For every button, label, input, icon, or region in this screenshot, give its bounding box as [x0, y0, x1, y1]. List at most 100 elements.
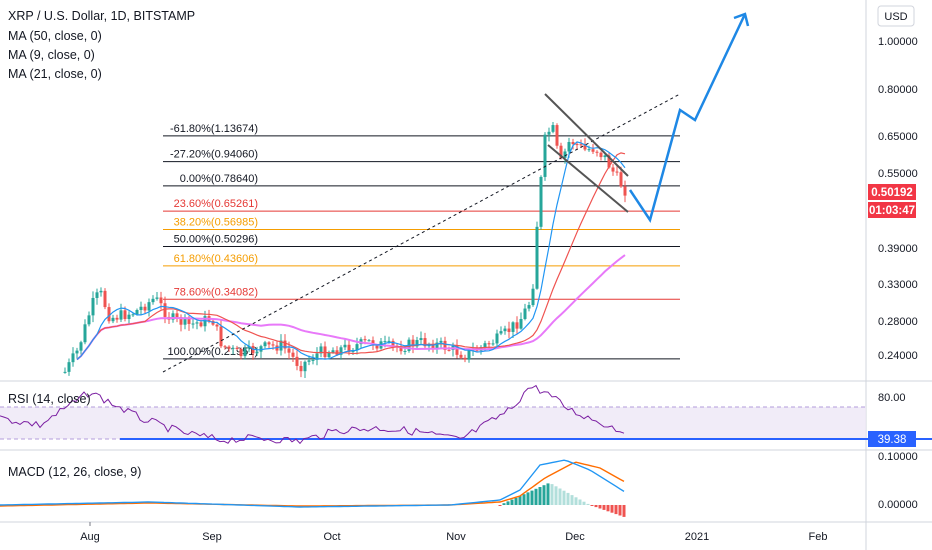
candle-body — [587, 149, 591, 151]
macd-legend[interactable]: MACD (12, 26, close, 9) — [8, 465, 141, 479]
candle-body — [67, 362, 71, 372]
fib-trend-line[interactable] — [162, 93, 681, 373]
projection-path[interactable] — [628, 13, 747, 223]
macd-histogram-bar — [594, 505, 598, 508]
time-label: Nov — [446, 531, 466, 543]
fib-level-label: 78.60%(0.34082) — [174, 286, 258, 298]
candle-body — [571, 142, 575, 145]
macd-tick: 0.00000 — [878, 499, 918, 511]
fibonacci-extension[interactable]: -61.80%(1.13674) -27.20%(0.94060) 0.00%(0.… — [163, 123, 680, 360]
macd-histogram-bar — [518, 496, 522, 505]
candle-body — [543, 134, 547, 177]
fib-level-label: 50.00%(0.50296) — [174, 233, 258, 245]
candle-body — [455, 345, 459, 355]
candle-body — [507, 328, 511, 332]
candle-body — [195, 322, 199, 324]
currency-button-label: USD — [884, 11, 907, 23]
candle-body — [459, 354, 463, 358]
time-axis[interactable]: Aug Sep Oct Nov Dec 2021 Feb — [80, 522, 827, 543]
candle-body — [199, 322, 203, 327]
candle-body — [343, 344, 347, 348]
price-axis[interactable]: USD 1.00000 0.80000 0.65000 0.55000 0.39… — [868, 5, 918, 511]
candle-body — [75, 350, 79, 354]
candle-body — [607, 155, 611, 168]
candle-body — [447, 349, 451, 351]
price-tick: 0.65000 — [878, 131, 918, 143]
ma21-legend[interactable]: MA (21, close, 0) — [8, 67, 102, 81]
candle-body — [231, 347, 235, 349]
candle-body — [623, 186, 627, 196]
candle-body — [143, 306, 147, 311]
ma9-line — [76, 141, 626, 360]
countdown-value: 01:03:47 — [869, 205, 915, 217]
candle-body — [515, 322, 519, 329]
candle-body — [223, 346, 227, 348]
last-price-badge — [868, 184, 916, 200]
candle-body — [255, 351, 259, 354]
candle-body — [403, 350, 407, 352]
macd-histogram-bar — [514, 497, 518, 505]
candle-body — [203, 316, 207, 327]
time-label: 2021 — [685, 531, 709, 543]
macd-histogram-bar — [574, 497, 578, 505]
chart-background — [0, 0, 866, 550]
candle-body — [559, 145, 563, 158]
candle-body — [179, 317, 183, 325]
candle-body — [603, 155, 607, 158]
ma50-legend[interactable]: MA (50, close, 0) — [8, 29, 102, 43]
macd-histogram-bar — [562, 490, 566, 505]
projection-arrow-icon — [733, 12, 750, 27]
drawing-tools[interactable] — [162, 12, 750, 373]
flag-upper-line[interactable] — [544, 93, 629, 177]
candle-body — [423, 338, 427, 347]
macd-histogram-bar — [542, 485, 546, 505]
countdown-badge — [868, 202, 916, 218]
macd-histogram-bar — [618, 505, 622, 516]
candle-body — [159, 297, 163, 304]
candle-body — [323, 346, 327, 358]
candle-body — [347, 344, 351, 352]
candle-body — [99, 290, 103, 293]
currency-button[interactable] — [877, 5, 915, 27]
time-label: Sep — [202, 531, 222, 543]
candle-body — [243, 348, 247, 357]
price-tick: 0.24000 — [878, 350, 918, 362]
fib-level-label: 38.20%(0.56985) — [174, 217, 258, 229]
price-tick: 1.00000 — [878, 36, 918, 48]
candle-body — [107, 307, 111, 322]
candle-body — [151, 298, 155, 303]
time-label: Dec — [565, 531, 585, 543]
macd-histogram-bar — [590, 505, 594, 506]
candle-body — [599, 152, 603, 158]
candle-body — [551, 125, 555, 132]
candle-body — [295, 356, 299, 366]
candle-body — [539, 176, 543, 227]
time-label: Feb — [809, 531, 828, 543]
macd-histogram-bar — [526, 492, 530, 505]
candle-body — [419, 338, 423, 341]
macd-histogram-bar — [558, 488, 562, 505]
candle-body — [339, 347, 343, 355]
time-label: Aug — [80, 531, 100, 543]
candle-body — [135, 310, 139, 315]
macd-histogram-bar — [586, 503, 590, 505]
candle-body — [79, 342, 83, 351]
candle-body — [239, 348, 243, 357]
candle-body — [611, 167, 615, 172]
rsi-value-badge — [868, 431, 916, 447]
candle-body — [147, 302, 151, 311]
candle-body — [387, 340, 391, 342]
candle-body — [315, 353, 319, 360]
candle-body — [219, 326, 223, 347]
candle-body — [103, 290, 107, 308]
candle-body — [187, 317, 191, 324]
macd-histogram-bar — [598, 505, 602, 509]
candle-body — [291, 352, 295, 357]
candle-body — [191, 323, 195, 325]
rsi-legend[interactable]: RSI (14, close) — [8, 392, 91, 406]
ma9-legend[interactable]: MA (9, close, 0) — [8, 48, 95, 62]
flag-lower-line[interactable] — [547, 144, 629, 213]
symbol-title[interactable]: XRP / U.S. Dollar, 1D, BITSTAMP — [8, 9, 195, 23]
rsi-tick: 80.00 — [878, 392, 906, 404]
